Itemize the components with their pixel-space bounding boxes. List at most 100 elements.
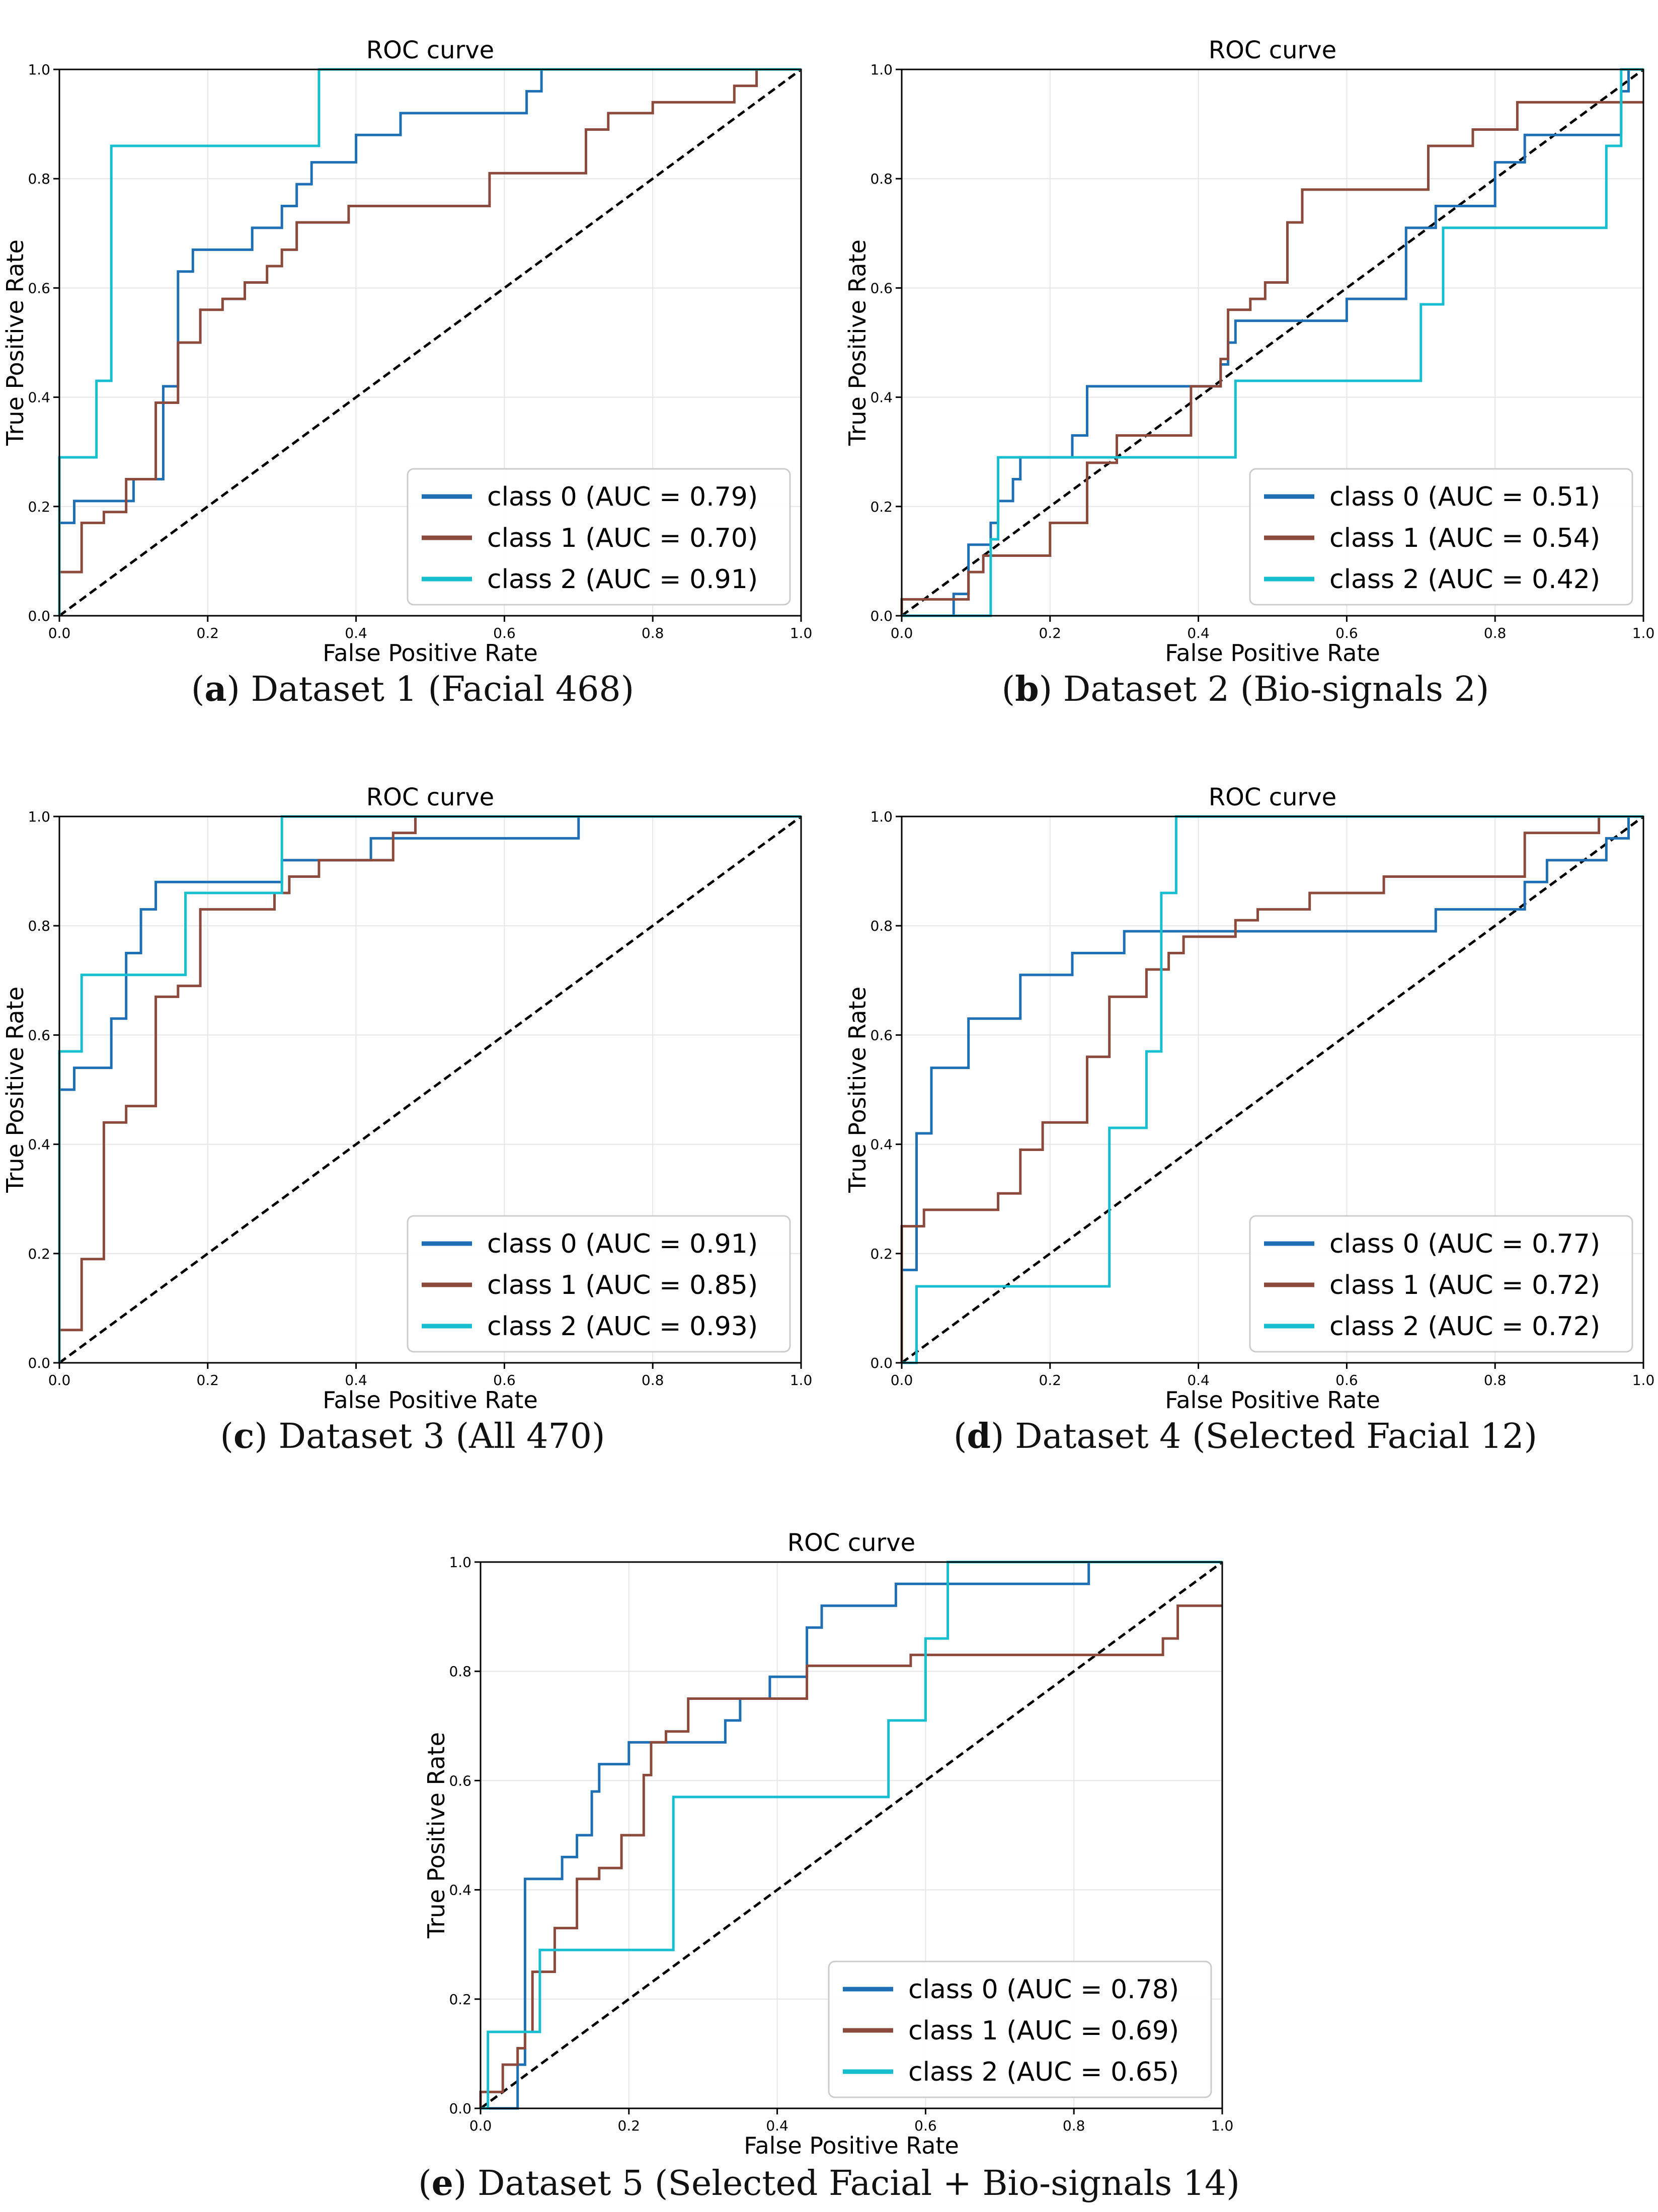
legend-box [1249, 1215, 1633, 1353]
y-tick-label: 0.6 [449, 1772, 471, 1789]
roc-line-class-0 [481, 1561, 1222, 2110]
y-tick-label: 0.4 [870, 389, 893, 406]
legend-box [407, 1215, 791, 1353]
chart-title: ROC curve [1209, 36, 1336, 64]
chart-5: 0.00.0 0.2 0.2 0.4 0.4 0.6 0.6 0.8 0.8 1.0 1.0 ROC … [423, 1529, 1233, 2159]
x-axis-label: False Positive Rate [744, 2132, 959, 2159]
legend: class 0 (AUC = 0.91) class 1 (AUC = 0.85)… [407, 1215, 791, 1353]
y-tick-label: 1.0 [28, 61, 50, 78]
legend-box [828, 1960, 1212, 2098]
y-tick-label: 0.8 [449, 1663, 471, 1680]
legend-label-class-1: class 1 (AUC = 0.69) [908, 2016, 1179, 2046]
roc-line-class-2 [58, 68, 801, 616]
plot-frame [58, 68, 802, 617]
legend: class 0 (AUC = 0.77) class 1 (AUC = 0.72)… [1249, 1215, 1633, 1353]
x-tick-label: 0.4 [345, 1372, 367, 1388]
legend-label-class-0: class 0 (AUC = 0.91) [487, 1229, 758, 1259]
y-axis-label: True Positive Rate [2, 987, 29, 1193]
x-tick-label: 1.0 [1632, 625, 1655, 641]
chance-diagonal [901, 68, 1644, 617]
y-tick-label: 0.4 [449, 1882, 471, 1899]
x-tick-label: 0.0 [48, 1372, 71, 1388]
chance-diagonal [58, 815, 802, 1364]
legend-box [1249, 468, 1633, 606]
caption-c: (c) Dataset 3 (All 470) [220, 1416, 605, 1456]
x-tick-label: 0.6 [914, 2117, 937, 2134]
y-axis-label: True Positive Rate [2, 239, 29, 446]
plot-frame [901, 815, 1644, 1364]
legend-label-class-2: class 2 (AUC = 0.65) [908, 2057, 1179, 2087]
caption-b: (b) Dataset 2 (Bio-signals 2) [1001, 669, 1489, 709]
legend-label-class-1: class 1 (AUC = 0.72) [1329, 1270, 1600, 1300]
chart-4: 0.00.0 0.2 0.2 0.4 0.4 0.6 0.6 0.8 0.8 1.0 1.0 ROC … [844, 783, 1654, 1414]
y-axis-label: True Positive Rate [844, 239, 871, 446]
legend-label-class-0: class 0 (AUC = 0.77) [1329, 1229, 1600, 1259]
x-tick-label: 0.2 [1039, 625, 1062, 641]
chart-2: 0.00.0 0.2 0.2 0.4 0.4 0.6 0.6 0.8 0.8 1.0 1.0 ROC … [844, 36, 1654, 667]
roc-line-class-2 [902, 68, 1643, 617]
x-tick-label: 1.0 [790, 1372, 813, 1388]
chance-diagonal [480, 1561, 1223, 2110]
x-tick-label: 1.0 [790, 625, 813, 641]
roc-line-class-0 [58, 815, 801, 1363]
legend: class 0 (AUC = 0.79) class 1 (AUC = 0.70)… [407, 468, 791, 606]
roc-line-class-2 [481, 1561, 1222, 2110]
y-tick-label: 0.4 [870, 1136, 893, 1153]
caption-a: (a) Dataset 1 (Facial 468) [191, 669, 635, 709]
chart-1: 0.00.0 0.2 0.2 0.4 0.4 0.6 0.6 0.8 0.8 1.0 1.0 ROC … [2, 36, 812, 667]
y-tick-label: 0.2 [870, 1246, 893, 1262]
x-tick-label: 1.0 [1211, 2117, 1234, 2134]
y-tick-label: 1.0 [870, 61, 893, 78]
x-tick-label: 0.0 [891, 1372, 913, 1388]
x-tick-label: 0.8 [642, 625, 664, 641]
y-tick-label: 1.0 [449, 1554, 471, 1571]
plot-frame [901, 68, 1644, 617]
legend-label-class-2: class 2 (AUC = 0.93) [487, 1312, 758, 1342]
x-tick-label: 0.2 [618, 2117, 641, 2134]
plot-frame [58, 815, 802, 1364]
x-tick-label: 0.8 [1484, 625, 1507, 641]
chart-title: ROC curve [366, 36, 494, 64]
roc-line-class-2 [902, 815, 1643, 1364]
y-tick-label: 0.0 [449, 2100, 471, 2117]
chart-title: ROC curve [366, 783, 494, 811]
y-tick-label: 1.0 [870, 808, 893, 825]
roc-line-class-1 [58, 815, 801, 1363]
legend-label-class-0: class 0 (AUC = 0.79) [487, 482, 758, 512]
legend-label-class-1: class 1 (AUC = 0.70) [487, 523, 758, 553]
caption-d: (d) Dataset 4 (Selected Facial 12) [953, 1416, 1538, 1456]
y-tick-label: 0.2 [870, 499, 893, 515]
legend-label-class-2: class 2 (AUC = 0.91) [487, 564, 758, 595]
chart-title: ROC curve [787, 1529, 915, 1557]
x-tick-label: 0.8 [1063, 2117, 1085, 2134]
x-tick-label: 0.2 [1039, 1372, 1062, 1388]
y-tick-label: 0.2 [28, 499, 50, 515]
y-tick-label: 0.0 [870, 1355, 893, 1371]
x-tick-label: 0.0 [891, 625, 913, 641]
chance-diagonal [901, 815, 1644, 1364]
roc-line-class-0 [902, 68, 1643, 617]
chart-3: 0.00.0 0.2 0.2 0.4 0.4 0.6 0.6 0.8 0.8 1.0 1.0 ROC … [2, 783, 812, 1414]
roc-line-class-2 [58, 815, 801, 1363]
roc-line-class-1 [900, 815, 1643, 1363]
x-axis-label: False Positive Rate [1165, 1386, 1380, 1414]
legend-label-class-1: class 1 (AUC = 0.54) [1329, 523, 1600, 553]
y-axis-label: True Positive Rate [423, 1732, 450, 1939]
roc-line-class-1 [479, 1604, 1222, 2108]
y-tick-label: 0.6 [870, 280, 893, 296]
x-tick-label: 0.8 [1484, 1372, 1507, 1388]
legend: class 0 (AUC = 0.51) class 1 (AUC = 0.54)… [1249, 468, 1633, 606]
roc-line-class-0 [58, 68, 801, 616]
y-tick-label: 0.2 [449, 1991, 471, 2008]
legend-label-class-2: class 2 (AUC = 0.42) [1329, 564, 1600, 595]
x-tick-label: 0.0 [48, 625, 71, 641]
caption-e: (e) Dataset 5 (Selected Facial + Bio-sig… [418, 2163, 1240, 2203]
plot-frame [480, 1561, 1223, 2109]
legend-label-class-2: class 2 (AUC = 0.72) [1329, 1312, 1600, 1342]
roc-line-class-1 [900, 101, 1643, 616]
y-tick-label: 1.0 [28, 808, 50, 825]
y-tick-label: 0.0 [870, 608, 893, 624]
legend-label-class-0: class 0 (AUC = 0.51) [1329, 482, 1600, 512]
y-tick-label: 0.8 [870, 171, 893, 187]
